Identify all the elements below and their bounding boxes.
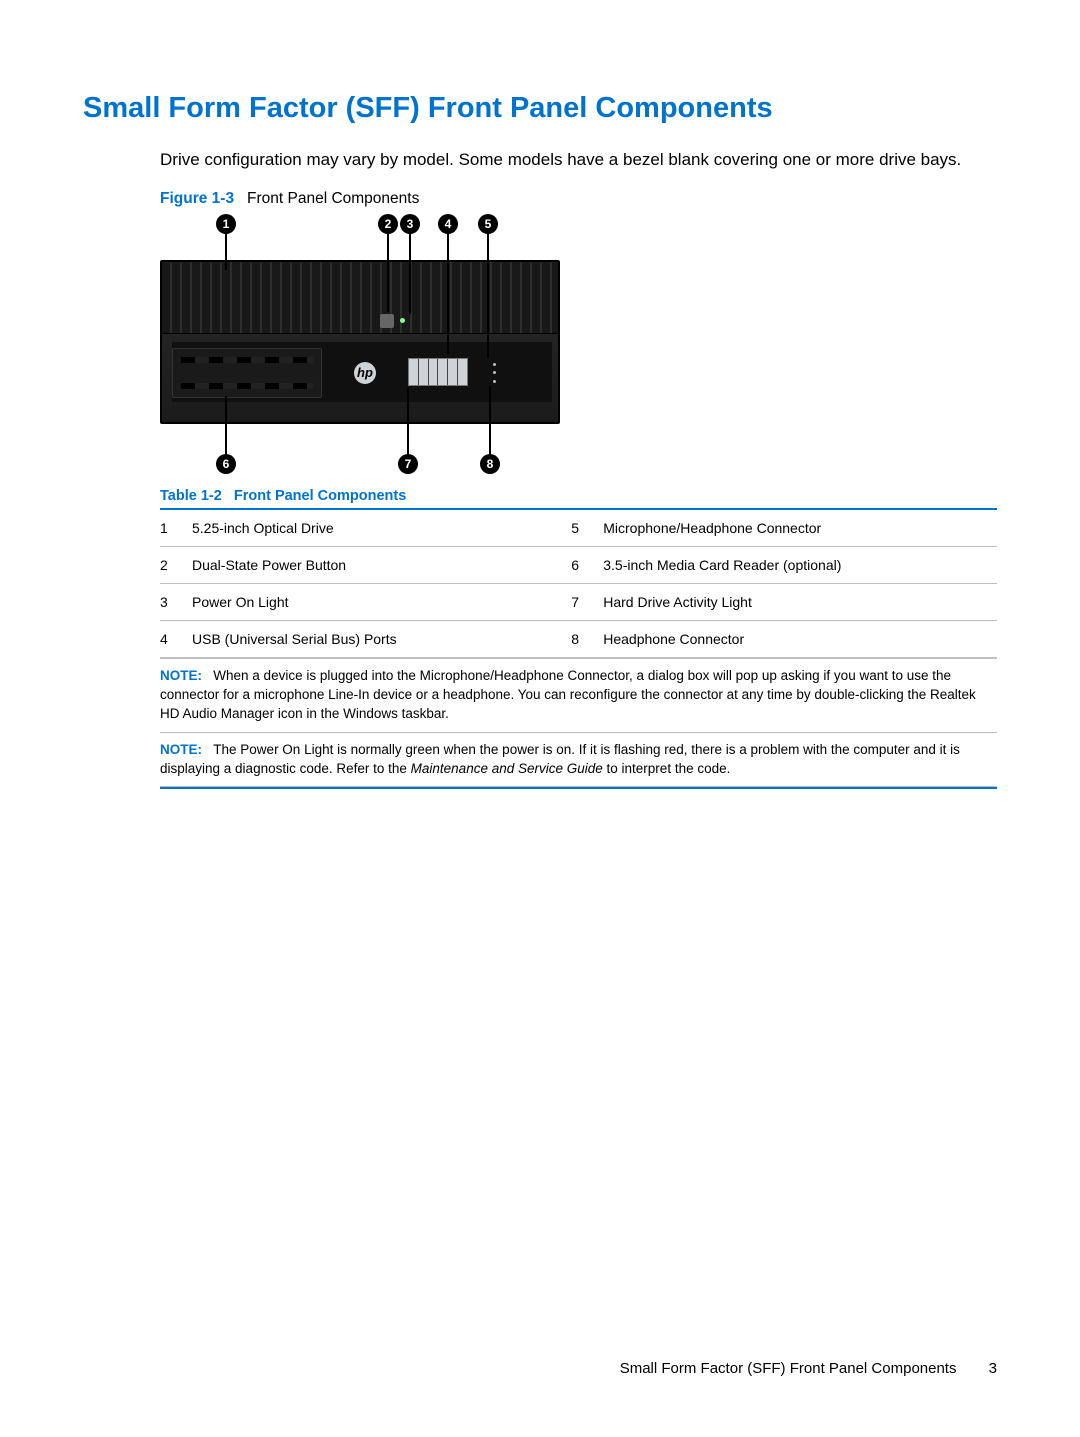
table-row: 15.25-inch Optical Drive 5Microphone/Hea… [160, 510, 997, 547]
figure-title: Front Panel Components [247, 190, 419, 207]
figure-label: Figure 1-3 [160, 190, 234, 207]
callout-5: 5 [478, 214, 498, 234]
front-panel-diagram: hp 1 2 3 4 5 6 7 8 [160, 214, 560, 474]
hp-logo-icon: hp [354, 362, 376, 384]
audio-connectors [486, 360, 502, 386]
footer-section: Small Form Factor (SFF) Front Panel Comp… [620, 1360, 957, 1377]
figure-caption: Figure 1-3 Front Panel Components [160, 190, 997, 208]
callout-7: 7 [398, 454, 418, 474]
page-footer: Small Form Factor (SFF) Front Panel Comp… [620, 1360, 997, 1377]
table-caption-label: Table 1-2 [160, 488, 222, 504]
note-1-text: When a device is plugged into the Microp… [160, 668, 976, 721]
note-2: NOTE: The Power On Light is normally gre… [160, 733, 997, 788]
note-label: NOTE: [160, 742, 202, 757]
notes-bottom-rule [160, 787, 997, 789]
table-caption: Table 1-2 Front Panel Components [160, 488, 997, 508]
note-label: NOTE: [160, 668, 202, 683]
power-button-icon [380, 314, 394, 328]
table-caption-title: Front Panel Components [234, 488, 406, 504]
power-light-icon [400, 318, 405, 323]
chassis-body: hp [160, 260, 560, 424]
callout-8: 8 [480, 454, 500, 474]
callout-3: 3 [400, 214, 420, 234]
note-2-text-b: to interpret the code. [603, 761, 731, 776]
intro-text: Drive configuration may vary by model. S… [160, 149, 997, 172]
note-1: NOTE: When a device is plugged into the … [160, 658, 997, 733]
footer-page-number: 3 [989, 1360, 997, 1377]
table-row: 4USB (Universal Serial Bus) Ports 8Headp… [160, 620, 997, 657]
components-table: 15.25-inch Optical Drive 5Microphone/Hea… [160, 510, 997, 658]
callout-4: 4 [438, 214, 458, 234]
note-2-italic: Maintenance and Service Guide [411, 761, 603, 776]
usb-ports [408, 358, 468, 386]
callout-2: 2 [378, 214, 398, 234]
callout-1: 1 [216, 214, 236, 234]
table-row: 2Dual-State Power Button 63.5-inch Media… [160, 546, 997, 583]
optical-drive-bay [162, 262, 558, 334]
media-card-reader [172, 348, 322, 398]
notes-region: NOTE: When a device is plugged into the … [160, 658, 997, 787]
table-row: 3Power On Light 7Hard Drive Activity Lig… [160, 583, 997, 620]
page-heading: Small Form Factor (SFF) Front Panel Comp… [83, 92, 997, 125]
callout-6: 6 [216, 454, 236, 474]
